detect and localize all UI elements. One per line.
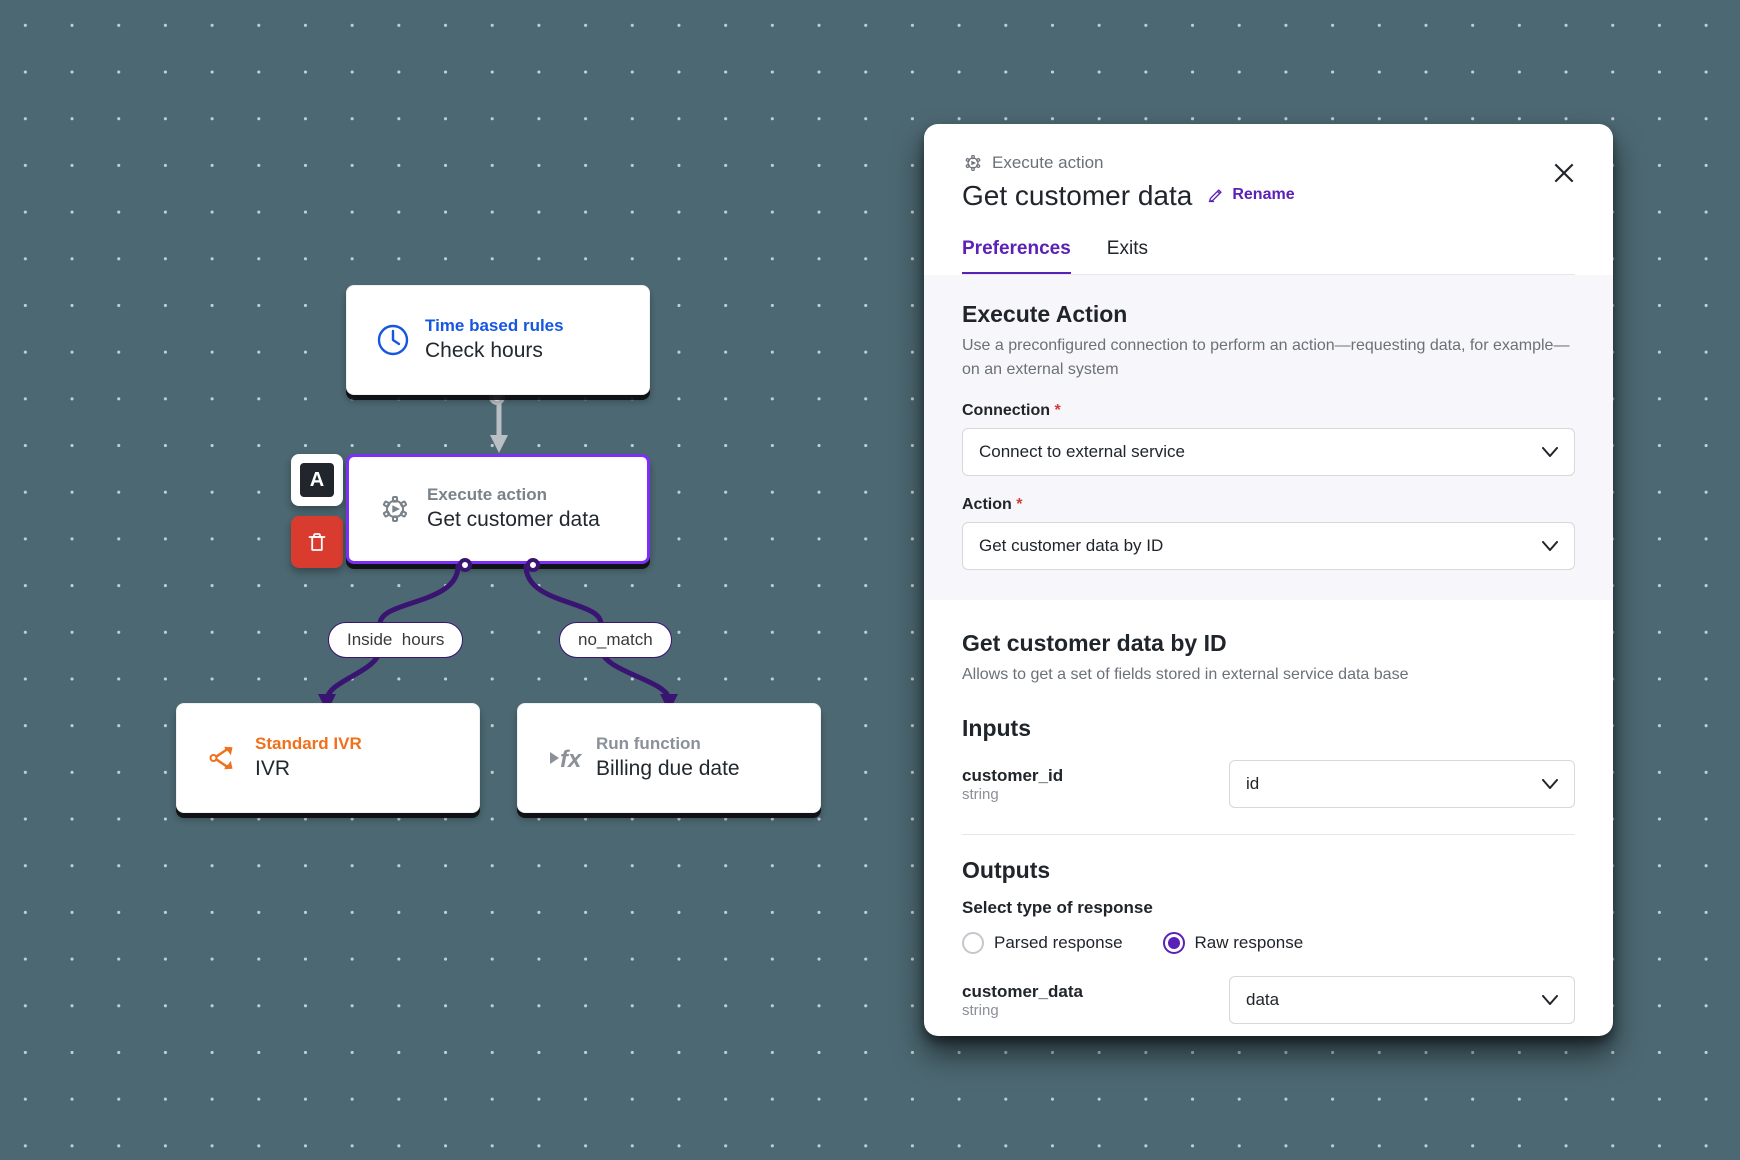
svg-text:fx: fx xyxy=(560,746,582,773)
